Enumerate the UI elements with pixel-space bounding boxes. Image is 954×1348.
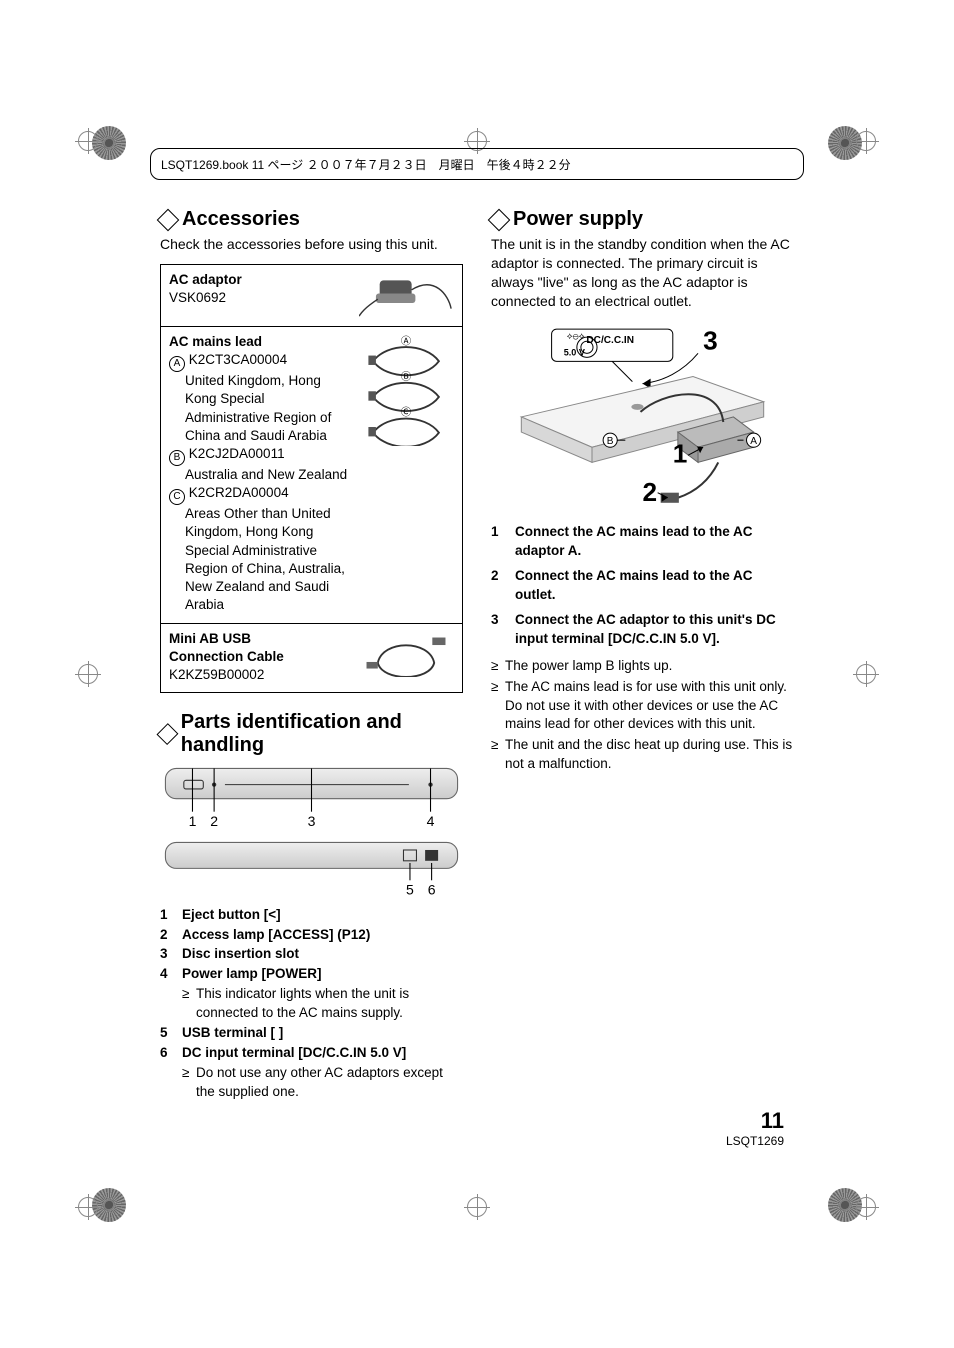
- svg-text:2: 2: [210, 813, 218, 828]
- diamond-icon: [157, 723, 179, 745]
- power-steps: Connect the AC mains lead to the AC adap…: [491, 523, 794, 648]
- document-id: LSQT1269: [726, 1134, 784, 1148]
- parts-list: Eject button [<] Access lamp [ACCESS] (P…: [160, 906, 463, 1102]
- acc-desc-c: Areas Other than United Kingdom, Hong Ko…: [169, 505, 350, 614]
- accessories-intro: Check the accessories before using this …: [160, 235, 463, 254]
- parts-heading: Parts identification and handling: [160, 711, 463, 757]
- heading-text: Power supply: [513, 208, 643, 231]
- power-heading: Power supply: [491, 208, 794, 231]
- acc-desc-a: United Kingdom, Hong Kong Special Admini…: [169, 372, 350, 445]
- svg-text:⟡⊖⟡: ⟡⊖⟡: [567, 331, 585, 341]
- acc-title: AC mains lead: [169, 334, 262, 349]
- power-intro: The unit is in the standby condition whe…: [491, 235, 794, 311]
- parts-note: Do not use any other AC adaptors except …: [182, 1064, 463, 1102]
- crop-mark: [75, 128, 101, 154]
- parts-item: Eject button [<]: [160, 906, 463, 925]
- crop-mark: [853, 128, 879, 154]
- crop-mark: [75, 661, 101, 687]
- letter-C-icon: C: [169, 489, 185, 505]
- svg-text:Ⓐ: Ⓐ: [401, 335, 411, 347]
- crop-mark: [853, 661, 879, 687]
- left-column: Accessories Check the accessories before…: [160, 200, 463, 1103]
- step-item: Connect the AC mains lead to the AC adap…: [491, 523, 794, 561]
- acc-model-b: K2CJ2DA00011: [189, 446, 285, 461]
- print-header: LSQT1269.book 11 ページ ２００７年７月２３日 月曜日 午後４時…: [150, 148, 804, 180]
- svg-text:1: 1: [189, 813, 197, 828]
- acc-title: AC adaptor: [169, 272, 242, 287]
- svg-text:5: 5: [406, 881, 414, 896]
- acc-title1: Mini AB USB: [169, 631, 251, 646]
- parts-item: Power lamp [POWER] This indicator lights…: [160, 965, 463, 1023]
- bullet-item: The AC mains lead is for use with this u…: [491, 678, 794, 735]
- svg-text:A: A: [750, 436, 757, 447]
- usb-cable-illustration: [358, 630, 454, 685]
- page-number: 11: [726, 1108, 784, 1134]
- svg-text:4: 4: [427, 813, 435, 828]
- power-supply-figure: DC/C.C.IN 5.0 V ⟡⊖⟡ 3: [491, 321, 794, 516]
- acc-row-mainslead: AC mains lead A K2CT3CA00004 United King…: [161, 326, 462, 623]
- mains-lead-illustration: Ⓐ Ⓑ Ⓒ: [358, 333, 454, 615]
- heading-text: Parts identification and handling: [181, 711, 463, 757]
- acc-model-a: K2CT3CA00004: [189, 352, 287, 367]
- svg-text:3: 3: [703, 325, 718, 355]
- parts-back-figure: 5 6: [160, 837, 463, 900]
- acc-model-c: K2CR2DA00004: [189, 485, 289, 500]
- step-item: Connect the AC adaptor to this unit's DC…: [491, 611, 794, 649]
- bullet-item: The unit and the disc heat up during use…: [491, 736, 794, 774]
- svg-text:1: 1: [673, 438, 688, 468]
- parts-item: DC input terminal [DC/C.C.IN 5.0 V] Do n…: [160, 1044, 463, 1102]
- print-header-text: LSQT1269.book 11 ページ ２００７年７月２３日 月曜日 午後４時…: [161, 156, 571, 173]
- parts-note: This indicator lights when the unit is c…: [182, 985, 463, 1023]
- diamond-icon: [488, 208, 511, 231]
- svg-text:5.0 V: 5.0 V: [564, 347, 585, 357]
- svg-text:3: 3: [308, 813, 316, 828]
- accessories-heading: Accessories: [160, 208, 463, 231]
- crop-mark: [75, 1194, 101, 1220]
- acc-row-usb: Mini AB USB Connection Cable K2KZ59B0000…: [161, 623, 462, 693]
- diamond-icon: [157, 208, 180, 231]
- letter-B-icon: B: [169, 450, 185, 466]
- svg-text:DC/C.C.IN: DC/C.C.IN: [586, 335, 634, 346]
- step-item: Connect the AC mains lead to the AC outl…: [491, 567, 794, 605]
- crop-mark: [464, 1194, 490, 1220]
- acc-model: VSK0692: [169, 290, 226, 305]
- svg-text:Ⓒ: Ⓒ: [401, 407, 411, 419]
- svg-text:2: 2: [643, 476, 658, 506]
- right-column: Power supply The unit is in the standby …: [491, 200, 794, 1103]
- acc-model: K2KZ59B00002: [169, 667, 264, 682]
- parts-item: Disc insertion slot: [160, 945, 463, 964]
- svg-text:Ⓑ: Ⓑ: [401, 371, 411, 383]
- page-footer: 11 LSQT1269: [726, 1108, 784, 1148]
- power-notes: The power lamp B lights up. The AC mains…: [491, 657, 794, 774]
- heading-text: Accessories: [182, 208, 300, 231]
- accessories-table: AC adaptor VSK0692: [160, 264, 463, 693]
- svg-text:B: B: [607, 436, 614, 447]
- bullet-item: The power lamp B lights up.: [491, 657, 794, 676]
- parts-item: Access lamp [ACCESS] (P12): [160, 926, 463, 945]
- acc-row-adaptor: AC adaptor VSK0692: [161, 265, 462, 326]
- crop-mark: [853, 1194, 879, 1220]
- parts-top-figure: 1 2 3 4: [160, 763, 463, 831]
- letter-A-icon: A: [169, 356, 185, 372]
- ac-adaptor-illustration: [358, 271, 454, 318]
- acc-title2: Connection Cable: [169, 649, 284, 664]
- svg-text:6: 6: [428, 881, 436, 896]
- acc-desc-b: Australia and New Zealand: [169, 466, 350, 484]
- parts-item: USB terminal [ ]: [160, 1024, 463, 1043]
